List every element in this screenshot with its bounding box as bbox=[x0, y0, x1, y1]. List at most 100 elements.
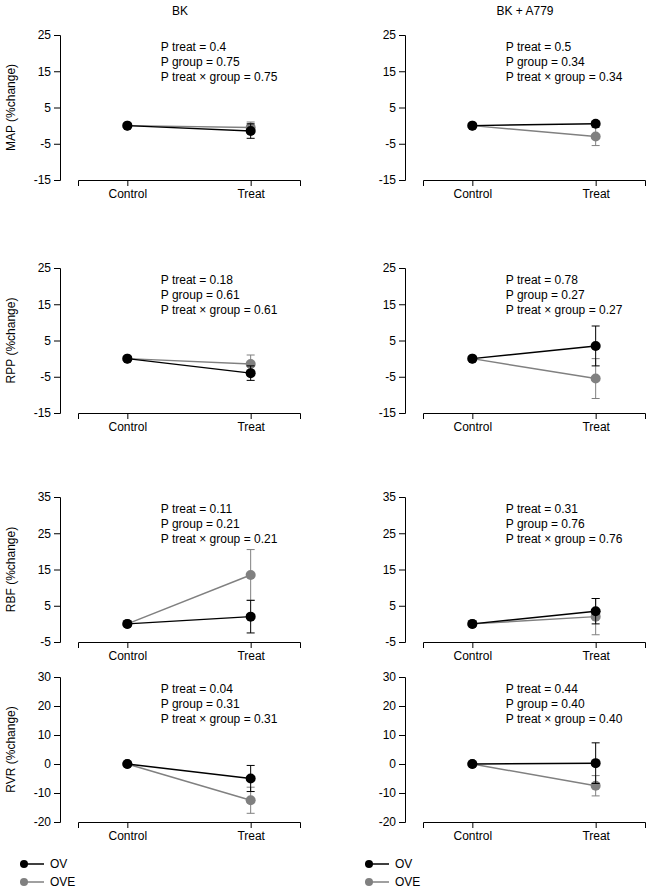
tick-mark bbox=[127, 413, 128, 419]
tick-mark bbox=[399, 180, 405, 181]
y-axis: -15-551525 bbox=[379, 261, 406, 420]
tick-label: 5 bbox=[389, 334, 396, 348]
series-line bbox=[127, 764, 250, 800]
series bbox=[467, 121, 600, 146]
tick-mark bbox=[399, 764, 405, 765]
y-axis: -15-551525 bbox=[34, 28, 61, 187]
tick-label: Treat bbox=[582, 420, 610, 434]
tick-label: Treat bbox=[582, 829, 610, 843]
x-tick: Control bbox=[453, 180, 492, 201]
axis-line bbox=[79, 181, 301, 187]
error-line bbox=[592, 634, 600, 635]
error-line bbox=[247, 365, 255, 366]
marker bbox=[467, 619, 477, 629]
axis-line bbox=[424, 181, 646, 187]
annotation: P treat = 0.78 bbox=[506, 273, 578, 287]
tick-mark bbox=[399, 706, 405, 707]
axis-line bbox=[424, 414, 646, 420]
marks bbox=[467, 119, 600, 146]
error-line bbox=[247, 123, 255, 124]
tick-mark bbox=[472, 822, 473, 828]
annotation: P group = 0.27 bbox=[506, 288, 585, 302]
marks bbox=[467, 743, 600, 796]
marker bbox=[246, 368, 256, 378]
legend-item: OVE bbox=[20, 875, 75, 889]
panel: -15-551525ControlTreatRPP (%change)P tre… bbox=[4, 261, 301, 433]
tick-mark bbox=[399, 735, 405, 736]
tick-label: Treat bbox=[582, 649, 610, 663]
tick-mark bbox=[596, 822, 597, 828]
error-bar bbox=[592, 127, 600, 145]
error-line bbox=[592, 326, 600, 327]
tick-label: 25 bbox=[38, 28, 52, 42]
chart-svg: -15-551525ControlTreatMAP (%change)BKP t… bbox=[0, 0, 664, 896]
tick-mark bbox=[54, 377, 60, 378]
marker bbox=[122, 354, 132, 364]
tick-mark bbox=[399, 413, 405, 414]
tick-mark bbox=[54, 606, 60, 607]
x-axis: Control Treat bbox=[424, 642, 646, 663]
annotation: P group = 0.31 bbox=[161, 697, 240, 711]
error-line bbox=[247, 380, 255, 381]
tick-mark bbox=[54, 677, 60, 678]
y-tick: -20 bbox=[379, 815, 405, 829]
series-line bbox=[472, 762, 595, 764]
error-bar bbox=[247, 787, 255, 813]
tick-mark bbox=[54, 735, 60, 736]
marker bbox=[122, 354, 132, 364]
error-line bbox=[247, 138, 255, 139]
y-tick: -15 bbox=[379, 173, 405, 187]
tick-label: 5 bbox=[44, 334, 51, 348]
x-axis: ControlTreat bbox=[424, 822, 646, 843]
y-tick: -20 bbox=[34, 815, 60, 829]
tick-mark bbox=[399, 570, 405, 571]
tick-label: 25 bbox=[383, 28, 397, 42]
axis-line bbox=[399, 269, 406, 414]
tick-label: 10 bbox=[38, 728, 52, 742]
tick-label: 15 bbox=[38, 563, 52, 577]
x-tick: Control bbox=[108, 822, 147, 843]
series-line bbox=[127, 617, 250, 624]
tick-label: -10 bbox=[379, 786, 397, 800]
tick-label: 0 bbox=[44, 757, 51, 771]
y-tick: 15 bbox=[383, 65, 405, 79]
marker bbox=[591, 119, 601, 129]
y-tick: 5 bbox=[389, 334, 405, 348]
axis-line bbox=[399, 36, 406, 181]
axis-line bbox=[79, 414, 301, 420]
series-line bbox=[127, 764, 250, 779]
y-axis: -20-100102030 bbox=[379, 670, 406, 829]
series-line bbox=[127, 126, 250, 131]
tick-mark bbox=[596, 180, 597, 186]
y-tick: 5 bbox=[44, 599, 60, 613]
y-tick: 20 bbox=[383, 699, 405, 713]
tick-label: 15 bbox=[38, 298, 52, 312]
tick-mark bbox=[399, 822, 405, 823]
x-tick: Control bbox=[108, 413, 147, 434]
tick-label: 25 bbox=[383, 261, 397, 275]
annotation: P group = 0.61 bbox=[161, 288, 240, 302]
marker bbox=[246, 795, 256, 805]
axis-line bbox=[79, 643, 301, 649]
marks bbox=[122, 121, 255, 139]
y-label: RVR (%change) bbox=[4, 706, 18, 792]
series-line bbox=[472, 126, 595, 137]
y-tick: -5 bbox=[385, 370, 405, 384]
tick-label: 10 bbox=[383, 728, 397, 742]
error-line bbox=[247, 791, 255, 792]
axis-line bbox=[399, 678, 406, 823]
tick-label: Control bbox=[453, 649, 492, 663]
tick-mark bbox=[54, 144, 60, 145]
tick-label: Treat bbox=[237, 649, 265, 663]
legend-item: OV bbox=[20, 857, 67, 871]
error-line bbox=[595, 599, 596, 635]
series-line bbox=[127, 575, 250, 624]
marker bbox=[122, 121, 132, 131]
tick-mark bbox=[54, 108, 60, 109]
axis-line bbox=[54, 269, 61, 414]
y-tick: -5 bbox=[40, 137, 60, 151]
tick-label: Control bbox=[108, 649, 147, 663]
marks bbox=[467, 599, 600, 635]
tick-mark bbox=[251, 180, 252, 186]
y-tick: -15 bbox=[34, 173, 60, 187]
